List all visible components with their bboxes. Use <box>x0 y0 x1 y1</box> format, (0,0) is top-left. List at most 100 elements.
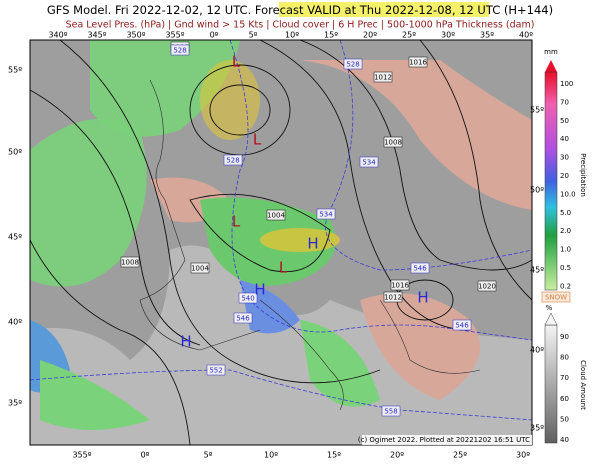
high-pressure: H <box>307 235 318 253</box>
colorbar-label: 20 <box>560 172 569 180</box>
precip-area <box>40 360 150 430</box>
latitude-label: 55º <box>530 106 544 115</box>
colorbar-label: 30 <box>560 154 569 162</box>
latitude-label: 35º <box>8 399 22 408</box>
contour-label: 552 <box>209 367 222 375</box>
colorbar-label: 80 <box>560 354 569 362</box>
contour-label-box <box>477 280 497 292</box>
high-pressure: H <box>180 333 191 351</box>
wind-area <box>260 228 340 252</box>
latitude-label: 50º <box>530 186 544 195</box>
contour-label: 528 <box>173 47 186 55</box>
contour-label: 546 <box>413 265 427 273</box>
contour-label: 528 <box>346 61 359 69</box>
contour-label: 528 <box>226 157 239 165</box>
contour-label: 1008 <box>121 259 139 267</box>
colorbar-label: 0.5 <box>560 264 571 272</box>
colorbar-arrow <box>544 312 558 326</box>
contour-label: 1004 <box>267 212 285 220</box>
cloud-unit: % <box>546 304 553 312</box>
contour-label-box <box>233 312 253 324</box>
contour-label: 1004 <box>191 265 209 273</box>
credit: (c) Ogimet 2022. Plotted at 20221202 16:… <box>358 436 530 444</box>
contour-label-box <box>170 44 190 56</box>
longitude-label: 20º <box>390 451 404 460</box>
contour-label: 1016 <box>409 59 427 67</box>
colorbar-label: 50 <box>560 415 569 423</box>
precip-colorbar <box>541 60 571 444</box>
title-part: (H+144) <box>500 3 553 17</box>
latitude-label: 35º <box>530 424 544 433</box>
low-pressure: L <box>279 259 288 277</box>
contour-label-box <box>381 405 401 417</box>
contour-label-box <box>452 319 472 331</box>
colorbar-label: 40 <box>560 436 569 444</box>
contour-label-box <box>359 156 379 168</box>
cloud-title: Cloud Amount <box>579 360 587 410</box>
contour-label-box <box>390 279 410 291</box>
colorbar-label: 100 <box>560 80 573 88</box>
colorbar-label: 10.0 <box>560 190 576 198</box>
subtitle: Sea Level Pres. (hPa) | Gnd wind > 15 Kt… <box>66 20 535 31</box>
longitude-label: 35º <box>480 31 494 40</box>
colorbar <box>544 71 558 291</box>
contour-label-box <box>223 154 243 166</box>
colorbar-label: 0.2 <box>560 282 571 290</box>
colorbar-label: 90 <box>560 333 569 341</box>
longitude-label: 25º <box>402 31 416 40</box>
precip-unit: mm <box>544 48 558 56</box>
contour-label-box <box>316 208 336 220</box>
colorbar-label: 2.0 <box>560 227 571 235</box>
colorbar-label: 60 <box>560 395 569 403</box>
contour-label: 534 <box>319 211 333 219</box>
contour-label: 546 <box>236 315 250 323</box>
title-part: u 2022-12-08, 12 UTC <box>374 3 500 17</box>
precip-area <box>300 320 380 407</box>
longitude-label: 340º <box>48 31 67 40</box>
latitude-label: 55º <box>8 66 22 75</box>
contour-label-box <box>266 209 286 221</box>
wind-area <box>200 60 260 140</box>
longitude-label: 15º <box>327 451 341 460</box>
contour-label-box <box>190 262 210 274</box>
longitude-label: 355º <box>165 31 184 40</box>
longitude-label: 30º <box>441 31 455 40</box>
longitude-label: 0º <box>210 31 219 40</box>
clear-land <box>300 60 532 210</box>
contour-label: 1020 <box>478 283 496 291</box>
snow-box <box>541 291 571 303</box>
contour-label-box <box>383 291 403 303</box>
colorbar-label: 70 <box>560 98 569 106</box>
colorbar-label: 50 <box>560 117 569 125</box>
low-pressure: L <box>232 213 241 231</box>
latitude-label: 45º <box>530 266 544 275</box>
contour-label: 1016 <box>391 282 409 290</box>
colorbar-arrow <box>545 60 557 72</box>
contour-label: 540 <box>241 295 254 303</box>
isobars <box>30 40 532 445</box>
colorbar-label: 70 <box>560 374 569 382</box>
colorbar-label: 1.0 <box>560 246 571 254</box>
contour-label-box <box>238 292 258 304</box>
low-pressure: L <box>253 131 262 149</box>
map-frame <box>29 39 533 446</box>
longitude-label: 5º <box>249 31 258 40</box>
contour-label-box <box>408 56 428 68</box>
contour-label: 1012 <box>384 294 402 302</box>
sea <box>30 245 532 445</box>
latitude-label: 40º <box>8 318 22 327</box>
colorbar <box>544 324 558 444</box>
longitude-label: 5º <box>204 451 213 460</box>
longitude-label: 40º <box>519 31 533 40</box>
longitude-label: 355º <box>72 451 91 460</box>
contour-label-box <box>343 58 363 70</box>
longitude-label: 350º <box>126 31 145 40</box>
contour-label-box <box>373 71 393 83</box>
longitude-label: 25º <box>453 451 467 460</box>
latitude-label: 40º <box>530 346 544 355</box>
contour-label: 558 <box>384 408 397 416</box>
longitude-label: 20º <box>363 31 377 40</box>
contour-label: 546 <box>455 322 469 330</box>
colorbar-label: 40 <box>560 135 569 143</box>
